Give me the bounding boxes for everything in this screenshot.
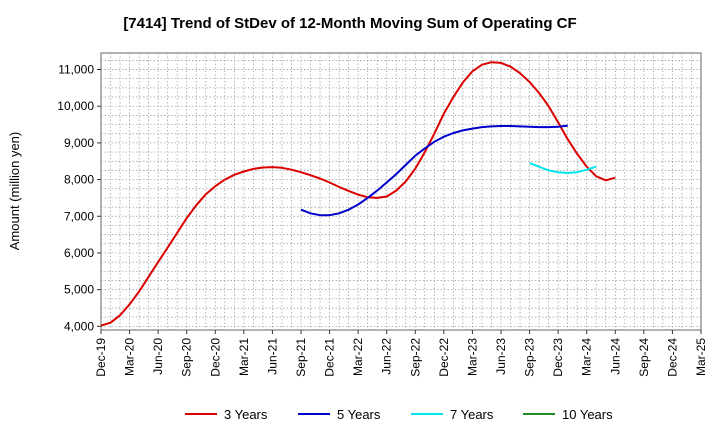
x-tick-label: Jun-21 — [265, 338, 279, 375]
series-line-7-years — [529, 162, 597, 174]
y-tick-label: 9,000 — [64, 136, 94, 150]
x-tick-label: Jun-24 — [608, 338, 622, 375]
legend: 3 Years 5 Years 7 Years 10 Years — [185, 407, 613, 422]
legend-item: 3 Years — [185, 407, 268, 422]
x-tick-label: Dec-19 — [94, 338, 108, 377]
y-tick-label: 11,000 — [58, 63, 94, 77]
y-tick-label: 6,000 — [64, 246, 94, 260]
x-tick-label: Mar-20 — [123, 338, 137, 376]
x-tick-label: Sep-22 — [408, 338, 422, 377]
chart-title: [7414] Trend of StDev of 12-Month Moving… — [123, 15, 576, 32]
x-tick-label: Mar-21 — [237, 338, 251, 376]
x-tick-label: Jun-23 — [494, 338, 508, 375]
x-tick-label: Dec-23 — [551, 338, 565, 377]
y-tick-label: 7,000 — [64, 209, 94, 223]
x-tick-label: Jun-22 — [380, 338, 394, 375]
plot-frame — [100, 52, 702, 331]
x-tick-label: Jun-20 — [151, 338, 165, 375]
series-line-5-years — [300, 124, 568, 217]
x-tick-label: Mar-22 — [351, 338, 365, 376]
grid — [101, 53, 701, 330]
legend-item: 10 Years — [523, 407, 613, 422]
x-tick-label: Mar-23 — [465, 338, 479, 376]
plot-area — [100, 52, 702, 331]
x-tick-label: Sep-23 — [523, 338, 537, 377]
y-tick-label: 8,000 — [64, 173, 94, 187]
x-tick-label: Dec-21 — [323, 338, 337, 377]
x-tick-label: Dec-24 — [665, 338, 679, 377]
legend-label: 7 Years — [450, 407, 494, 422]
x-tick-label: Sep-20 — [180, 338, 194, 377]
x-tick-label: Sep-21 — [294, 338, 308, 377]
y-tick-label: 4,000 — [64, 319, 94, 333]
legend-label: 10 Years — [562, 407, 613, 422]
y-axis-label: Amount (million yen) — [7, 132, 22, 251]
x-tick-label: Mar-25 — [694, 338, 708, 376]
series-layer — [100, 61, 616, 327]
y-tick-label: 10,000 — [57, 99, 94, 113]
legend-label: 5 Years — [337, 407, 381, 422]
legend-label: 3 Years — [224, 407, 268, 422]
legend-item: 5 Years — [298, 407, 381, 422]
x-axis: Dec-19 Mar-20 Jun-20 Sep-20 Dec-20 Mar-21 Jun-… — [94, 330, 708, 377]
y-tick-label: 5,000 — [64, 283, 94, 297]
x-tick-label: Mar-24 — [580, 338, 594, 376]
series-line-3-years — [100, 61, 616, 327]
y-axis: 4,000 5,000 6,000 7,000 8,000 9,000 10,000 11,0… — [57, 63, 101, 333]
x-tick-label: Sep-24 — [637, 338, 651, 377]
legend-item: 7 Years — [411, 407, 494, 422]
x-tick-label: Dec-22 — [437, 338, 451, 377]
x-tick-label: Dec-20 — [208, 338, 222, 377]
